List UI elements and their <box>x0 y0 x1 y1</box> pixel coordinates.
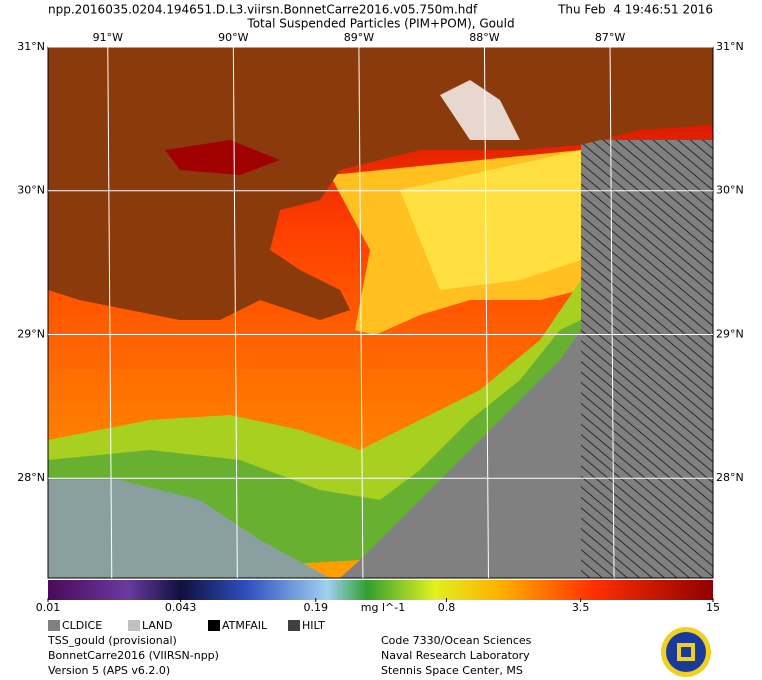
lat-label: 31°N <box>716 40 744 53</box>
colorbar-tick-label: 0.8 <box>438 601 456 614</box>
lon-label: 88°W <box>469 31 499 44</box>
legend-swatch <box>48 620 60 631</box>
legend-swatch <box>208 620 220 631</box>
colorbar-tick-label: 0.19 <box>303 601 328 614</box>
footer-left: BonnetCarre2016 (VIIRSN-npp) <box>48 649 219 662</box>
legend-swatch <box>288 620 300 631</box>
colorbar-tick-label: 0.01 <box>36 601 61 614</box>
lat-label: 29°N <box>17 327 45 340</box>
footer-right: Stennis Space Center, MS <box>381 664 523 677</box>
colorbar-tick-label: 3.5 <box>572 601 590 614</box>
legend-swatch <box>128 620 140 631</box>
grid-line <box>232 46 238 579</box>
legend-label: CLDICE <box>62 619 102 632</box>
header-product: Total Suspended Particles (PIM+POM), Gou… <box>246 17 514 31</box>
colorbar-tick-label: 0.043 <box>165 601 197 614</box>
map-image <box>48 47 713 578</box>
lon-label: 89°W <box>344 31 374 44</box>
colorbar-tick-label: 15 <box>706 601 720 614</box>
lon-label: 87°W <box>595 31 625 44</box>
colorbar <box>48 580 713 600</box>
legend-label: HILT <box>302 619 325 632</box>
lat-label: 28°N <box>716 471 744 484</box>
header-timestamp: Thu Feb 4 19:46:51 2016 <box>557 3 713 17</box>
lon-label: 91°W <box>93 31 123 44</box>
logo <box>661 627 711 677</box>
lat-label: 30°N <box>17 184 45 197</box>
footer-left: Version 5 (APS v6.2.0) <box>48 664 170 677</box>
grid-line <box>358 46 364 579</box>
lat-label: 28°N <box>17 471 45 484</box>
grid-line <box>483 46 489 579</box>
grid-line <box>609 46 615 579</box>
footer-right: Code 7330/Ocean Sciences <box>381 634 532 647</box>
footer-left: TSS_gould (provisional) <box>47 634 177 647</box>
legend-label: LAND <box>142 619 173 632</box>
legend-label: ATMFAIL <box>222 619 268 632</box>
lon-label: 90°W <box>218 31 248 44</box>
footer-right: Naval Research Laboratory <box>381 649 530 662</box>
grid-line <box>107 46 113 579</box>
lat-label: 30°N <box>716 184 744 197</box>
header-filename: npp.2016035.0204.194651.D.L3.viirsn.Bonn… <box>48 3 478 17</box>
lat-label: 29°N <box>716 327 744 340</box>
colorbar-unit: mg l^-1 <box>361 601 405 614</box>
lat-label: 31°N <box>17 40 45 53</box>
